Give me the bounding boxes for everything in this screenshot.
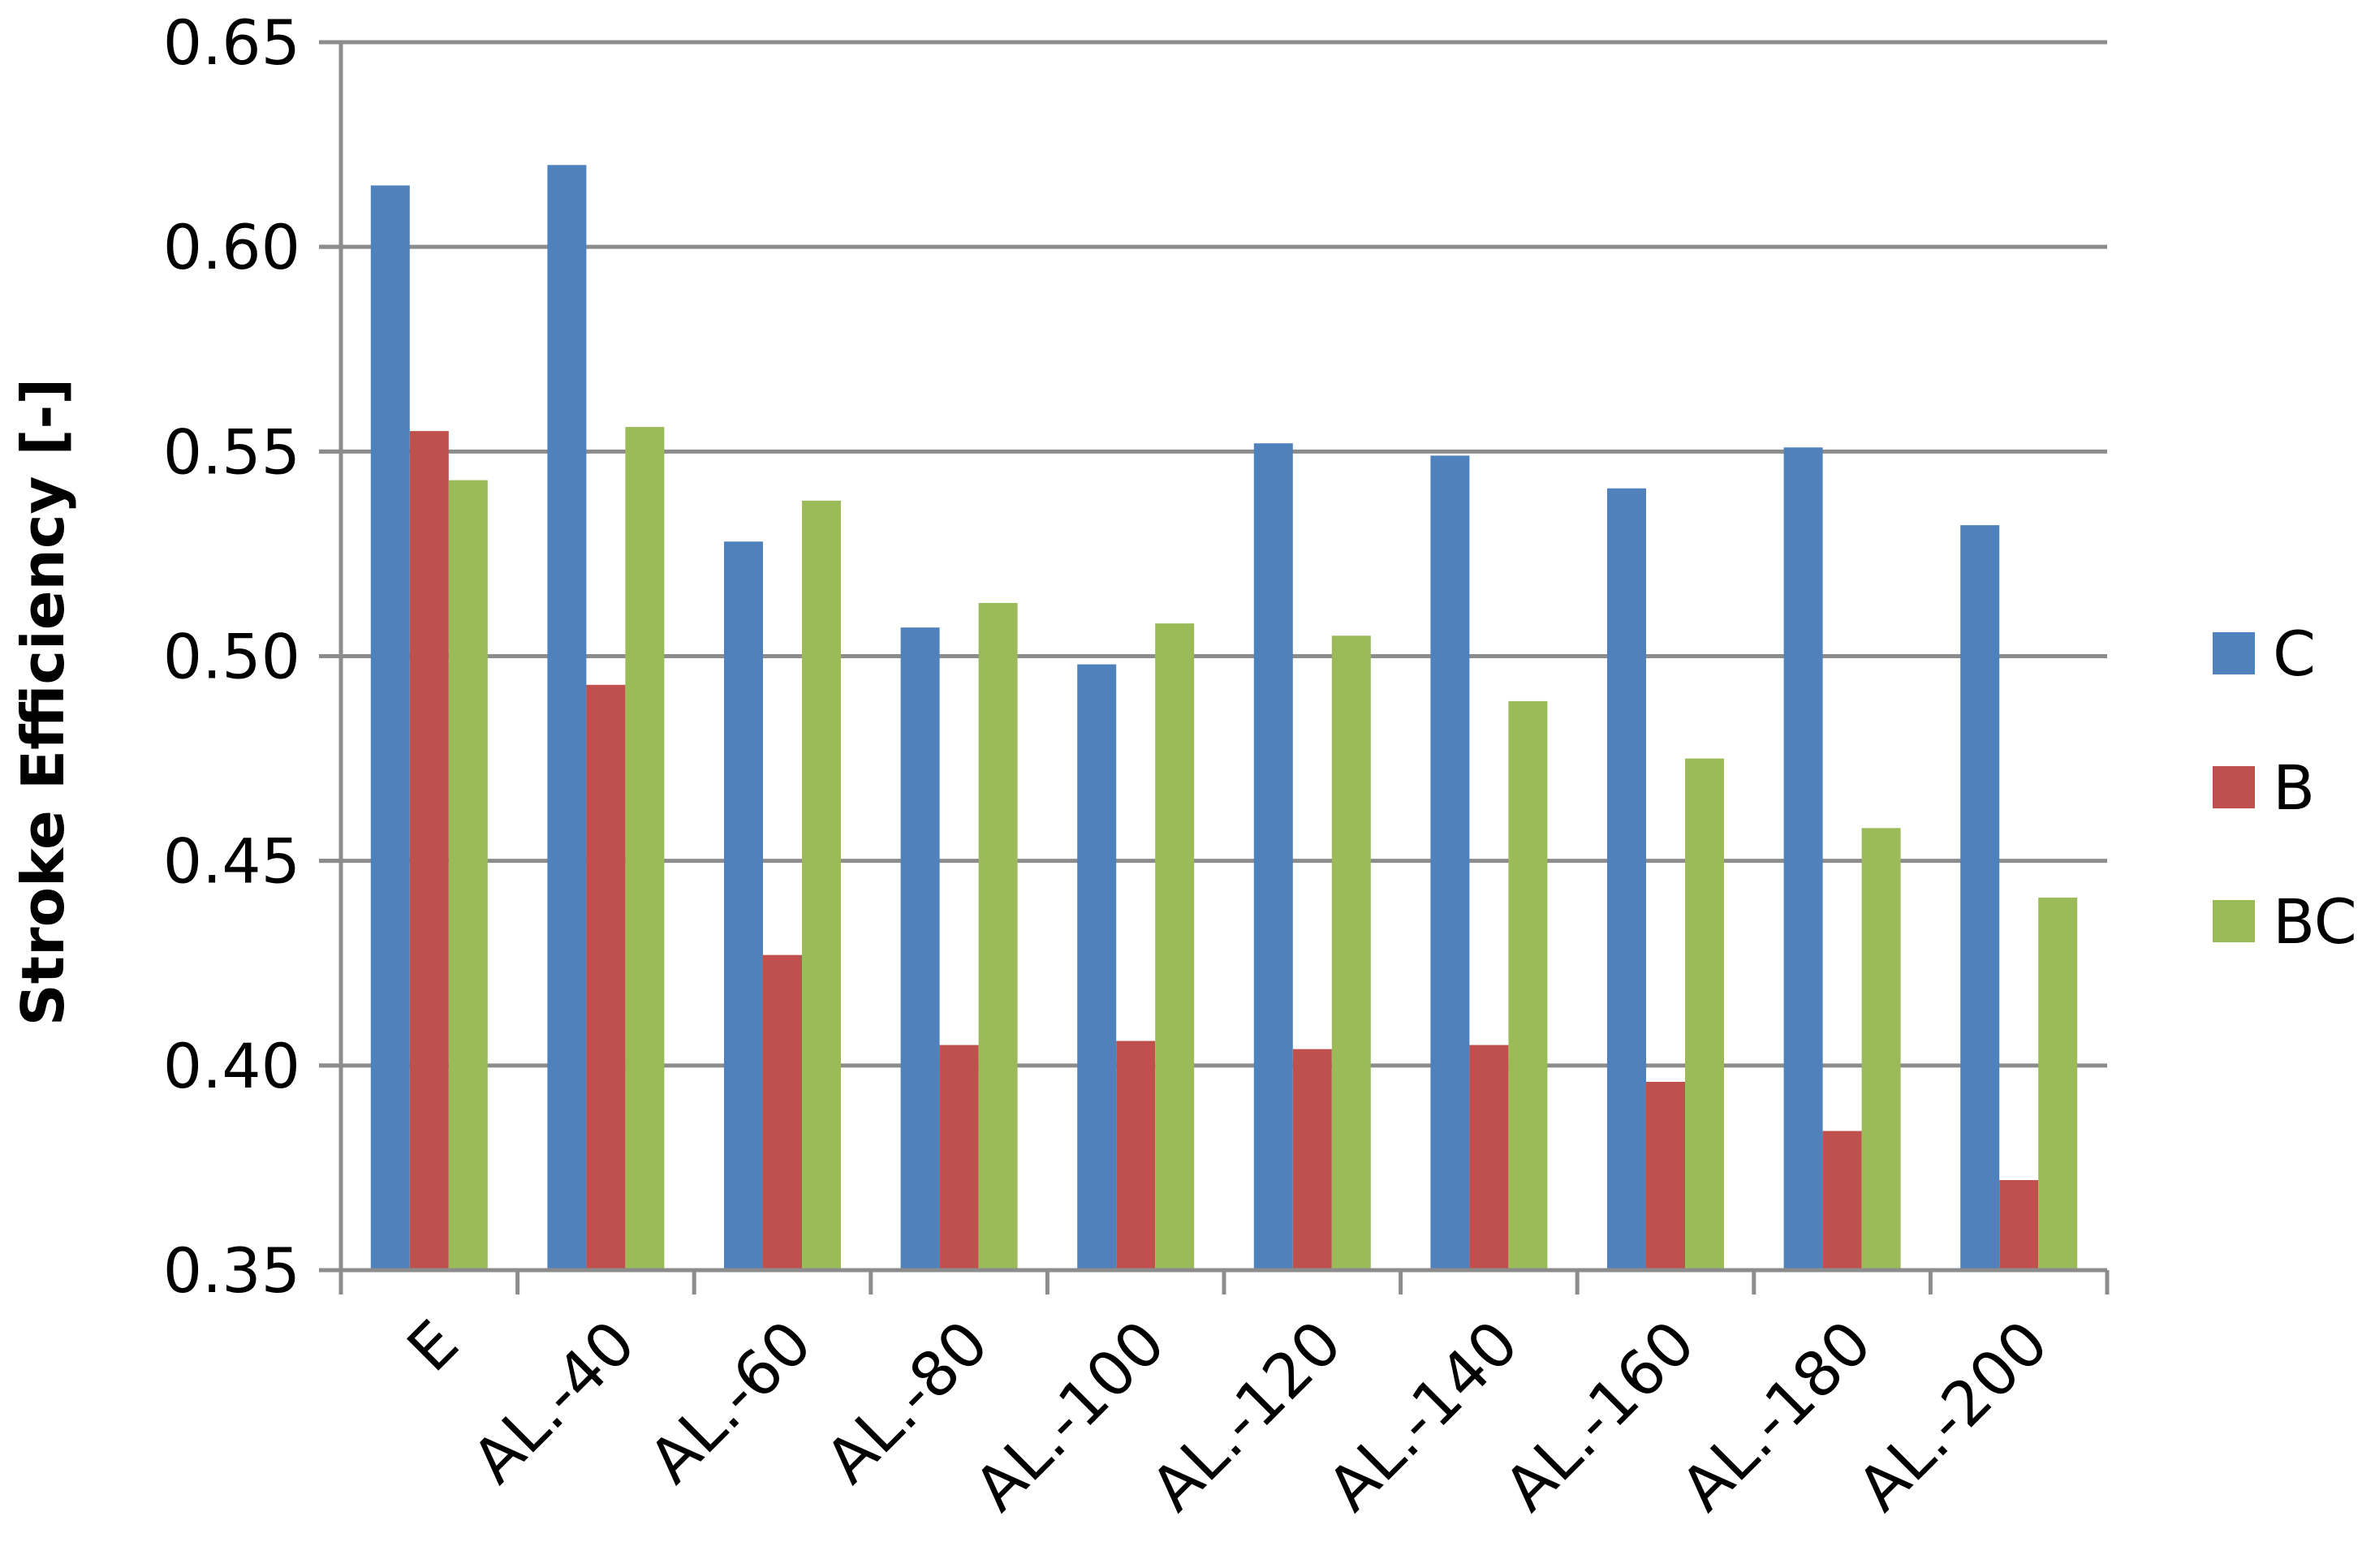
y-tick-labels: 0.35 0.40 0.45 0.50 0.55 0.60 0.65: [163, 6, 300, 1307]
y-tick-label: 0.60: [163, 211, 300, 283]
x-tick-labels: EAL.-40AL.-60AL.-80AL.-100AL.-120AL.-140…: [394, 1307, 2062, 1525]
bar-bc-al160: [1685, 758, 1724, 1270]
legend-label-bc: BC: [2273, 885, 2357, 958]
x-tick-label: AL.-140: [1313, 1307, 1532, 1525]
y-tick-label: 0.35: [163, 1234, 300, 1307]
legend: CB BC: [2213, 618, 2357, 958]
x-tick-label: AL.-120: [1137, 1307, 1356, 1525]
legend-swatch-bc: [2213, 900, 2255, 942]
bar-c-al100: [1077, 664, 1117, 1270]
bar-bc-al140: [1508, 700, 1548, 1270]
x-tick-label: AL.-40: [459, 1307, 649, 1497]
bars: [370, 165, 2078, 1271]
bar-b-al200: [1999, 1180, 2039, 1270]
bar-bc-al180: [1861, 828, 1901, 1270]
bar-bc-al120: [1331, 635, 1371, 1270]
y-tick-label: 0.55: [163, 416, 300, 488]
x-tick-label: AL.-100: [960, 1307, 1179, 1525]
bar-b-al180: [1822, 1131, 1862, 1270]
legend-label-b: B: [2273, 752, 2315, 824]
bar-b-al100: [1116, 1040, 1156, 1270]
bar-c-al200: [1960, 525, 2000, 1270]
bar-bc-al200: [2038, 898, 2078, 1270]
bar-c-al120: [1253, 443, 1293, 1270]
bar-c-e: [370, 185, 410, 1271]
x-tick-label: AL.-160: [1490, 1307, 1709, 1525]
bar-b-e: [409, 431, 449, 1270]
bar-c-al40: [547, 165, 587, 1270]
bar-b-al80: [939, 1045, 979, 1270]
legend-swatch-c: [2213, 632, 2255, 674]
bar-b-al60: [763, 954, 802, 1270]
x-tick-label: E: [394, 1307, 472, 1385]
x-tick-label: AL.-180: [1667, 1307, 1886, 1525]
bar-c-al180: [1783, 447, 1823, 1270]
bar-b-al120: [1292, 1049, 1332, 1270]
axes: [319, 40, 2110, 1294]
bar-bc-al40: [625, 427, 665, 1271]
bar-bc-al100: [1155, 623, 1195, 1270]
bar-bc-e: [448, 480, 488, 1270]
bar-bc-al60: [802, 500, 841, 1270]
bar-b-al140: [1469, 1045, 1509, 1270]
bar-c-al60: [724, 541, 763, 1270]
bar-c-al140: [1430, 455, 1470, 1270]
bar-c-al160: [1607, 488, 1646, 1270]
bar-bc-al80: [978, 602, 1018, 1270]
x-tick-label: AL.-60: [635, 1307, 825, 1497]
y-tick-label: 0.40: [163, 1030, 300, 1102]
bar-b-al40: [586, 684, 626, 1270]
bar-c-al80: [900, 627, 940, 1270]
x-tick-label: AL.-200: [1843, 1307, 2062, 1525]
y-tick-label: 0.50: [163, 621, 300, 693]
y-axis-title: Stroke Efficiency [-]: [9, 378, 77, 1026]
y-tick-label: 0.45: [163, 825, 300, 898]
legend-swatch-b: [2213, 766, 2255, 808]
legend-label-c: C: [2273, 618, 2316, 690]
y-tick-label: 0.65: [163, 6, 300, 79]
bar-b-al160: [1646, 1082, 1685, 1270]
